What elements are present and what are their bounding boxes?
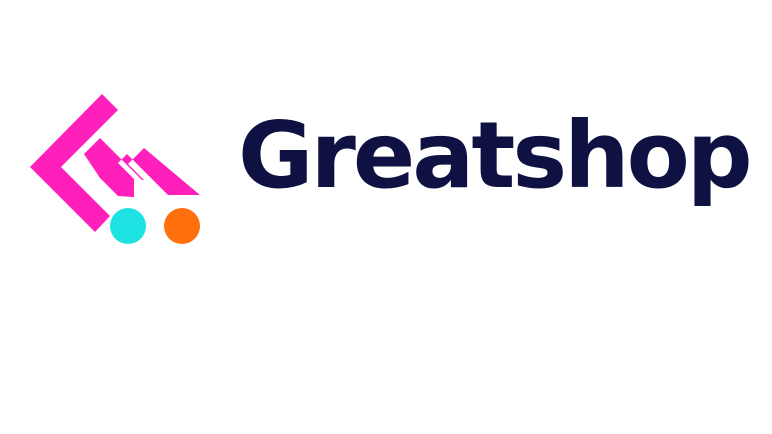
cart-body-left-shape xyxy=(30,94,118,232)
cart-body-right-shape xyxy=(84,138,200,197)
cart-wheel-left-icon xyxy=(110,208,146,244)
brand-wordmark: Greatshop xyxy=(238,102,753,209)
cart-wheel-right-icon xyxy=(164,208,200,244)
shopping-cart-logo-icon xyxy=(30,94,200,244)
